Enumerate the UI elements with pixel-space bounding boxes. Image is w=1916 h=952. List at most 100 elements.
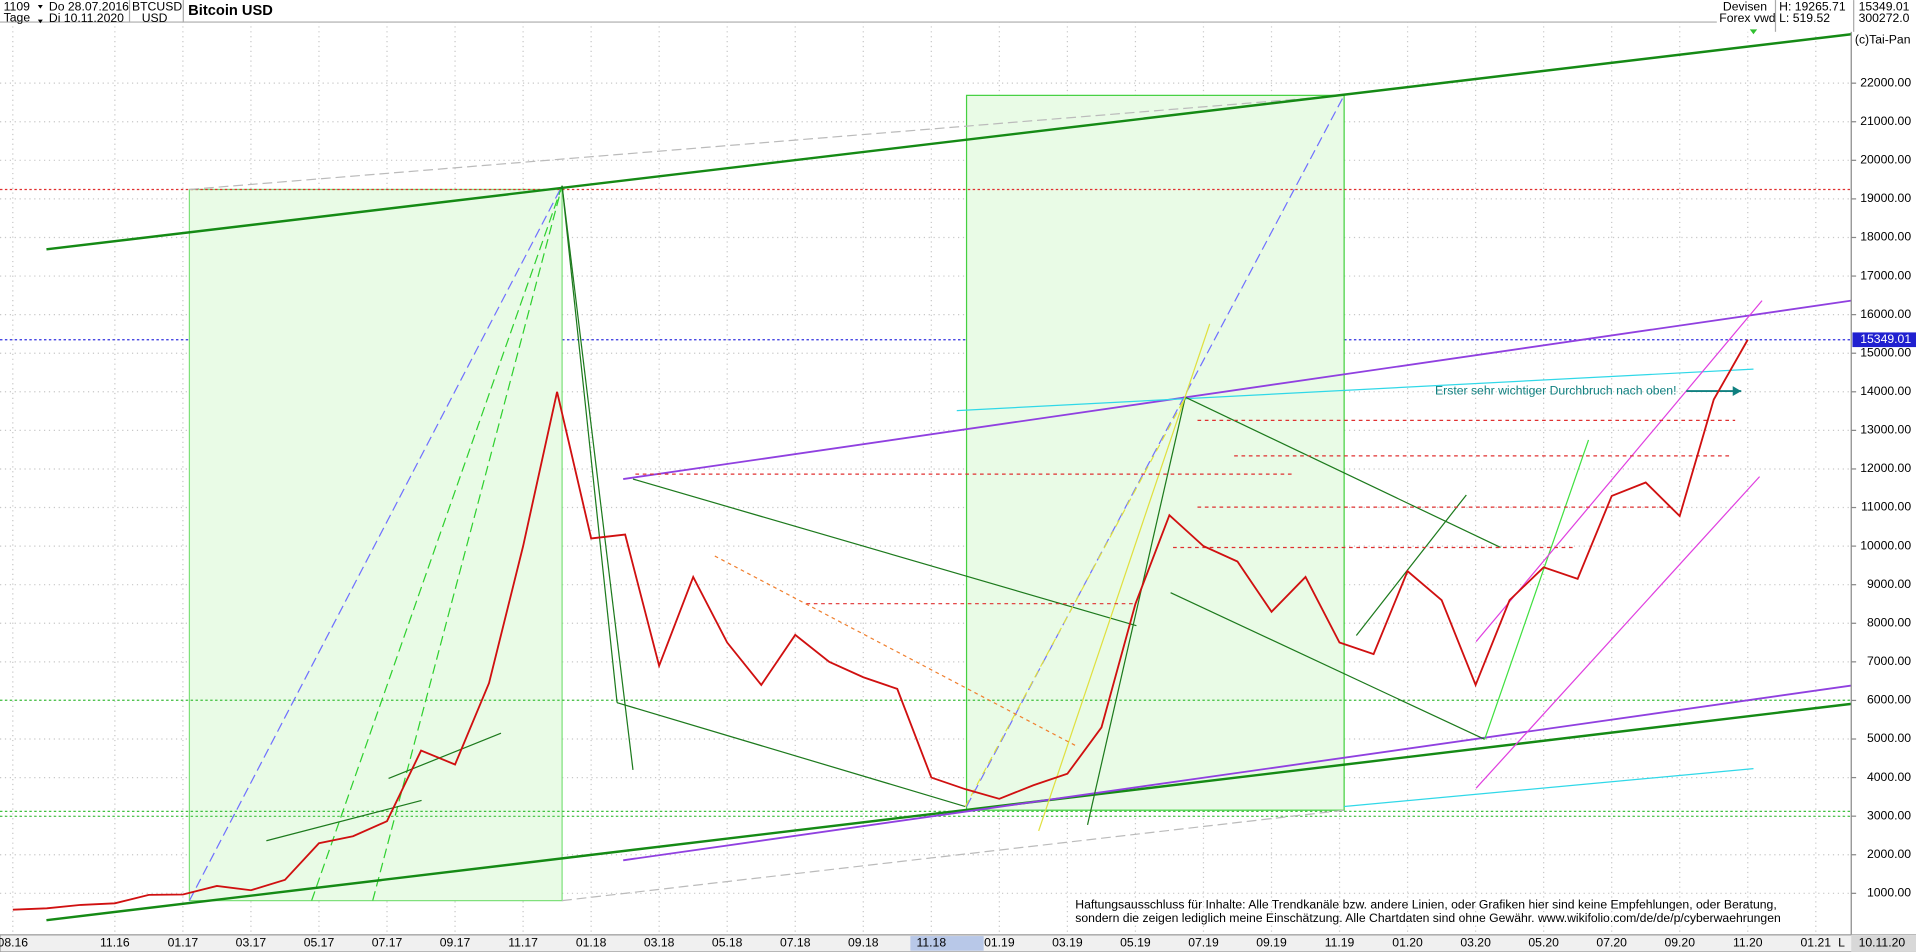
y-tick-label: 9000.00 xyxy=(1867,577,1911,591)
x-tick-label: 05.18 xyxy=(712,936,743,950)
y-tick-label: 17000.00 xyxy=(1860,268,1911,282)
x-tick-label: 11.17 xyxy=(508,936,538,950)
x-tick-label: 07.20 xyxy=(1596,936,1627,950)
channel-line xyxy=(1475,476,1761,789)
x-tick-label: 03.18 xyxy=(644,936,675,950)
y-tick-label: 12000.00 xyxy=(1860,461,1911,475)
low: L: 519.52 xyxy=(1779,11,1830,25)
scale-mode: L xyxy=(1838,936,1845,950)
symbol: BTCUSD xyxy=(132,0,182,14)
market: Devisen xyxy=(1723,0,1767,14)
y-tick-label: 3000.00 xyxy=(1867,808,1911,822)
y-tick-label: 2000.00 xyxy=(1867,847,1911,861)
disclaimer: Haftungsausschluss für Inhalte: Alle Tre… xyxy=(1075,898,1776,912)
x-tick-label: 05.17 xyxy=(304,936,335,950)
price-line xyxy=(12,339,1749,911)
y-tick-label: 15000.00 xyxy=(1860,345,1911,359)
end-date: Di 10.11.2020 xyxy=(49,11,124,25)
x-tick-label: 01.21 xyxy=(1801,936,1832,950)
trend-line xyxy=(632,478,1137,627)
trend-line xyxy=(1355,494,1467,636)
trend-line xyxy=(1344,768,1754,808)
x-tick-label: 11.20 xyxy=(1733,936,1763,950)
trend-line xyxy=(964,396,1186,807)
count[interactable]: 1109 xyxy=(4,0,30,14)
y-tick-label: 14000.00 xyxy=(1860,384,1911,398)
trend-line xyxy=(1170,592,1485,740)
drawings xyxy=(0,33,1852,922)
channel-line xyxy=(46,33,1852,251)
x-tick-label: 11.18 xyxy=(916,936,946,950)
x-tick-label: 07.19 xyxy=(1188,936,1219,950)
y-tick-label: 21000.00 xyxy=(1860,114,1911,128)
x-tick-label: 11.16 xyxy=(100,936,130,950)
trend-line xyxy=(1038,323,1211,832)
arrow-head xyxy=(1732,386,1742,396)
x-tick-label: 09.17 xyxy=(440,936,471,950)
trend-line xyxy=(188,185,563,901)
start-date: Do 28.07.2016 xyxy=(49,0,129,14)
y-tick-label: 19000.00 xyxy=(1860,191,1911,205)
trend-line xyxy=(189,94,1345,191)
y-tick-label: 22000.00 xyxy=(1860,75,1911,89)
trend-line xyxy=(714,555,1076,746)
period[interactable]: Tage xyxy=(4,10,31,24)
trend-line xyxy=(1484,439,1590,740)
y-tick-label: 8000.00 xyxy=(1867,615,1911,629)
y-tick-label: 20000.00 xyxy=(1860,153,1911,167)
channel-line xyxy=(623,684,1852,862)
x-end-label: 10.11.20 xyxy=(1859,936,1906,950)
y-tick-label: 1000.00 xyxy=(1867,886,1911,900)
x-tick-label: 03.19 xyxy=(1052,936,1083,950)
last-price-header: 15349.01 xyxy=(1859,0,1910,14)
x-tick-label: 03.20 xyxy=(1460,936,1491,950)
high: H: 19265.71 xyxy=(1779,0,1846,14)
x-tick-label: 01.17 xyxy=(168,936,199,950)
x-tick-label: 09.18 xyxy=(848,936,879,950)
header-bar xyxy=(0,0,1916,23)
last-price-box xyxy=(1852,332,1916,348)
trend-line xyxy=(311,185,563,901)
trend-line xyxy=(388,732,502,779)
y-tick-label: 10000.00 xyxy=(1860,538,1911,552)
x-tick-label: 09.20 xyxy=(1664,936,1695,950)
x-end-box xyxy=(1851,934,1916,952)
trend-line xyxy=(561,185,634,770)
trend-line xyxy=(561,185,618,703)
x-tick-label: 09.19 xyxy=(1256,936,1287,950)
channel-line xyxy=(1475,300,1763,642)
marker xyxy=(1749,29,1758,35)
dropdown-icons[interactable] xyxy=(37,4,43,24)
trend-line xyxy=(1086,397,1186,825)
x-tick-label: 01.19 xyxy=(984,936,1015,950)
y-tick-label: 16000.00 xyxy=(1860,307,1911,321)
last-price-label: 15349.01 xyxy=(1860,332,1911,346)
trend-line xyxy=(956,368,1754,412)
y-tick-label: 11000.00 xyxy=(1861,500,1911,514)
x-tick-label: 01.18 xyxy=(576,936,607,950)
x-tick-label: 07.17 xyxy=(372,936,403,950)
y-tick-label: 6000.00 xyxy=(1867,693,1911,707)
x-tick-label: 05.20 xyxy=(1528,936,1559,950)
zone xyxy=(965,94,1345,811)
y-tick-label: 7000.00 xyxy=(1867,654,1911,668)
x-tick-label: 05.19 xyxy=(1120,936,1151,950)
x-tick-label: 01.20 xyxy=(1392,936,1423,950)
trend-line xyxy=(616,702,966,808)
y-tick-label: 13000.00 xyxy=(1860,423,1911,437)
copyright: (c)Tai-Pan xyxy=(1855,33,1911,47)
y-tick-label: 5000.00 xyxy=(1867,731,1911,745)
y-tick-label: 4000.00 xyxy=(1867,770,1911,784)
channel-line xyxy=(46,702,1852,922)
trend-line xyxy=(1185,396,1501,549)
y-tick-label: 18000.00 xyxy=(1860,230,1911,244)
volume: 300272.0 xyxy=(1859,11,1910,25)
info-box xyxy=(1716,0,1916,32)
trend-line xyxy=(266,799,422,842)
x-tick-label: 03.17 xyxy=(236,936,267,950)
series xyxy=(12,339,1749,911)
annotation: Erster sehr wichtiger Durchbruch nach ob… xyxy=(1435,383,1676,397)
x-tick-label: 07.18 xyxy=(780,936,811,950)
currency: USD xyxy=(142,11,168,25)
